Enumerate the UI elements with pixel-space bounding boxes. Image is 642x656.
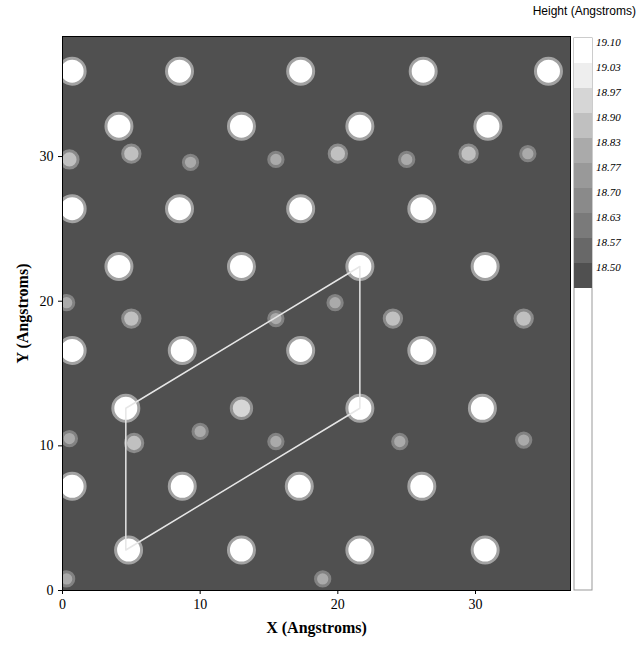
svg-text:18.97: 18.97 <box>596 86 621 98</box>
svg-text:19.10: 19.10 <box>596 36 621 48</box>
svg-text:10: 10 <box>193 597 207 612</box>
html-text:Height (Angstroms): Height (Angstroms) <box>532 4 636 18</box>
svg-text:10: 10 <box>40 438 54 453</box>
svg-text:18.83: 18.83 <box>596 136 621 148</box>
svg-text:18.70: 18.70 <box>596 186 621 198</box>
svg-text:18.50: 18.50 <box>596 261 621 273</box>
svg-text:30: 30 <box>469 597 483 612</box>
svg-text:19.03: 19.03 <box>596 61 621 73</box>
svg-text:18.90: 18.90 <box>596 111 621 123</box>
svg-text:0: 0 <box>59 597 66 612</box>
svg-text:30: 30 <box>40 149 54 164</box>
svg-text:Y (Angstroms): Y (Angstroms) <box>14 264 32 364</box>
svg-text:18.57: 18.57 <box>596 236 621 248</box>
svg-text:20: 20 <box>331 597 345 612</box>
svg-text:X (Angstroms): X (Angstroms) <box>266 619 367 637</box>
svg-text:20: 20 <box>40 294 54 309</box>
svg-text:0: 0 <box>47 583 54 598</box>
svg-text:18.77: 18.77 <box>596 161 621 173</box>
svg-text:18.63: 18.63 <box>596 211 621 223</box>
